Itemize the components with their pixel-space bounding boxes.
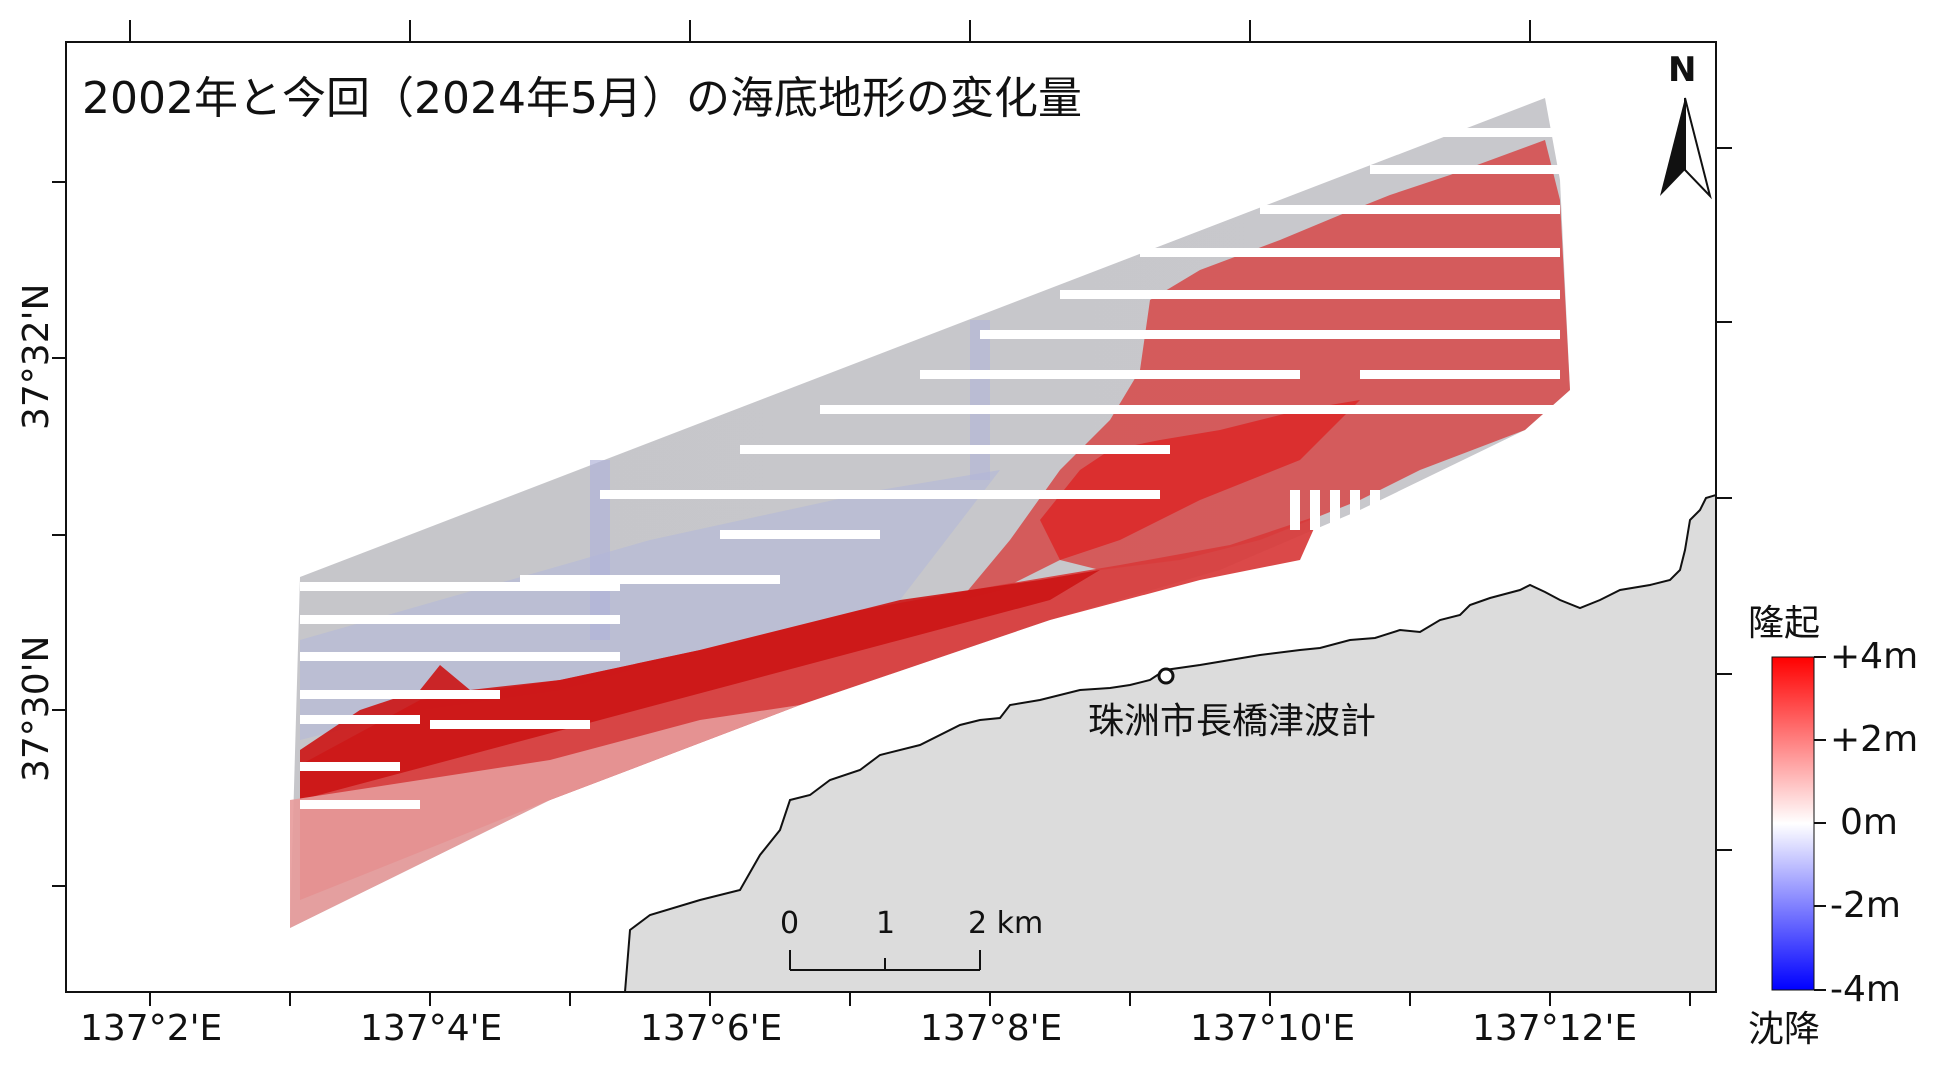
legend-subsidence-label: 沈降 [1748,1009,1821,1050]
station-label: 珠洲市長橋津波計 [1088,701,1377,742]
land-area [623,493,1716,992]
lon-tick-label: 137°4'E [360,1008,503,1049]
lon-tick-label: 137°6'E [640,1008,783,1049]
lon-tick-label: 137°2'E [80,1008,223,1049]
scale-bar [789,950,981,971]
uplift-zone-mid [1040,400,1360,560]
scale-label: 0 [780,906,800,941]
uplift-lower [290,705,800,928]
north-arrow-icon [1660,97,1712,200]
station-marker [1157,667,1175,685]
legend-tick-label: 0m [1840,802,1898,843]
north-label: N [1668,50,1697,90]
no-data-stripes [300,128,1560,809]
lat-tick-label: 37°30'N [16,635,57,782]
legend-uplift-label: 隆起 [1748,603,1821,644]
legend-ticks [1814,656,1826,991]
lon-tick-label: 137°12'E [1472,1008,1638,1049]
lon-tick-label: 137°8'E [920,1008,1063,1049]
scale-label: 2 km [968,906,1044,941]
map-title: 2002年と今回（2024年5月）の海底地形の変化量 [82,73,1082,124]
uplift-band [300,515,1320,900]
legend-tick-label: +4m [1830,636,1919,677]
lat-tick-label: 37°32'N [16,283,57,430]
map-frame [65,41,1717,993]
lon-tick-label: 137°10'E [1190,1008,1356,1049]
legend-tick-label: +2m [1830,719,1919,760]
uplift-core [300,570,1100,800]
legend-tick-label: -4m [1830,969,1901,1010]
frame-ticks [52,20,1732,1006]
subsidence-stripe [970,320,990,480]
legend-tick-label: -2m [1830,885,1901,926]
subsidence-stripe [590,460,610,640]
legend-colorbar [1771,656,1815,991]
scale-label: 1 [876,906,896,941]
